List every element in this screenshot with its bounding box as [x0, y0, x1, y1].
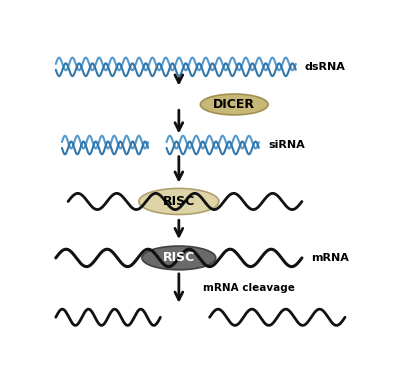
Text: RISC: RISC: [163, 195, 195, 208]
Ellipse shape: [139, 188, 219, 214]
Text: mRNA cleavage: mRNA cleavage: [203, 284, 295, 293]
Text: DICER: DICER: [213, 98, 255, 111]
Text: mRNA: mRNA: [311, 253, 349, 263]
Ellipse shape: [200, 94, 268, 115]
Text: siRNA: siRNA: [268, 140, 305, 150]
Text: RISC: RISC: [163, 252, 195, 264]
Text: dsRNA: dsRNA: [305, 62, 346, 72]
Ellipse shape: [142, 246, 216, 270]
